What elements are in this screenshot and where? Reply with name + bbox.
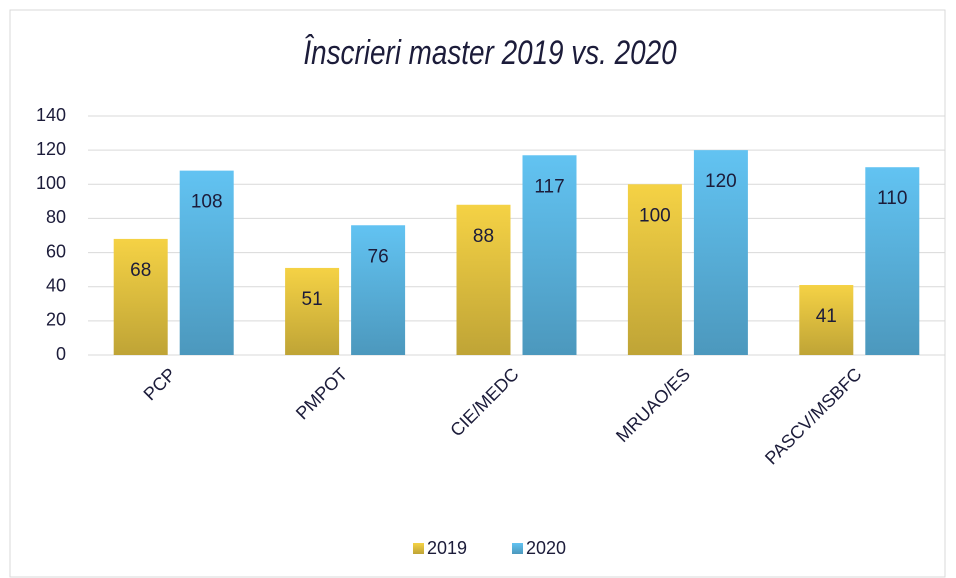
data-label: 88: [473, 226, 494, 247]
data-label: 41: [816, 306, 837, 327]
legend-swatch: [413, 543, 424, 554]
data-label: 120: [705, 171, 737, 192]
chart-title: Înscrieri master 2019 vs. 2020: [303, 33, 677, 71]
bar: [693, 150, 748, 355]
y-tick-label: 0: [56, 344, 66, 364]
legend-swatch: [512, 543, 523, 554]
data-label: 117: [534, 176, 564, 197]
data-label: 108: [191, 192, 223, 213]
data-label: 100: [639, 205, 671, 226]
bar: [179, 170, 234, 355]
y-tick-label: 140: [36, 105, 66, 125]
bar: [113, 238, 168, 355]
data-label: 51: [302, 289, 323, 310]
y-tick-label: 120: [36, 139, 66, 159]
legend-label: 2019: [427, 538, 467, 558]
data-label: 76: [368, 246, 389, 267]
y-tick-label: 60: [46, 241, 66, 261]
bar: [627, 184, 682, 355]
data-label: 68: [130, 260, 151, 281]
bar: [285, 267, 340, 355]
bar: [522, 155, 577, 355]
bar: [865, 167, 920, 355]
y-tick-label: 100: [36, 173, 66, 193]
y-tick-label: 20: [46, 310, 66, 330]
bar: [799, 285, 854, 355]
legend-label: 2020: [526, 538, 566, 558]
y-tick-label: 80: [46, 207, 66, 227]
bar: [351, 225, 406, 355]
data-label: 110: [877, 188, 907, 209]
y-tick-label: 40: [46, 275, 66, 295]
bar: [456, 204, 511, 355]
